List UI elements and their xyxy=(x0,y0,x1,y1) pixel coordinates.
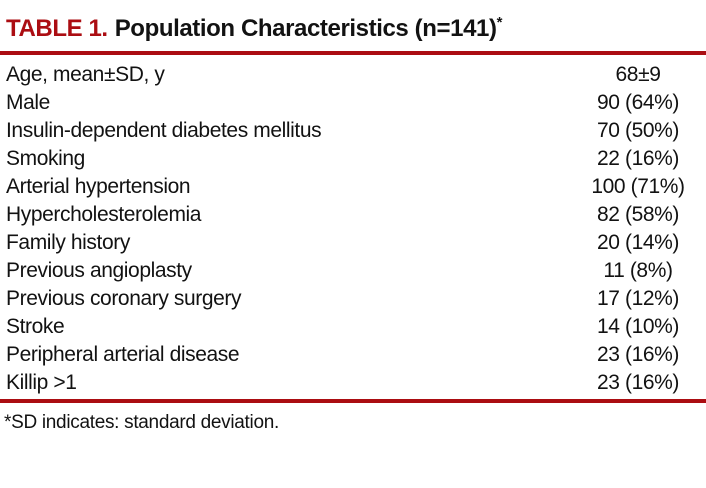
row-label: Smoking xyxy=(6,147,85,170)
table-row: Stroke 14 (10%) xyxy=(6,313,706,341)
row-label: Male xyxy=(6,91,50,114)
row-value: 20 (14%) xyxy=(596,231,679,254)
row-value: 70 (50%) xyxy=(596,119,679,142)
row-label: Previous coronary surgery xyxy=(6,287,242,310)
table-row: Hypercholesterolemia 82 (58%) xyxy=(6,201,706,229)
row-value: 90 (64%) xyxy=(596,91,679,114)
table-row: Killip >1 23 (16%) xyxy=(6,369,706,397)
row-value: 14 (10%) xyxy=(596,315,679,338)
row-value: 22 (16%) xyxy=(596,147,679,170)
table-title: TABLE 1. Population Characteristics (n=14… xyxy=(0,9,706,43)
bottom-rule xyxy=(0,399,706,403)
table-number-label: TABLE 1. xyxy=(6,15,108,42)
row-label: Insulin-dependent diabetes mellitus xyxy=(6,119,322,142)
row-label: Peripheral arterial disease xyxy=(6,343,240,366)
table-row: Arterial hypertension 100 (71%) xyxy=(6,173,706,201)
row-value: 11 (8%) xyxy=(603,259,673,282)
table-row: Peripheral arterial disease 23 (16%) xyxy=(6,341,706,369)
row-label: Arterial hypertension xyxy=(6,175,191,198)
top-rule xyxy=(0,51,706,55)
table-row: Insulin-dependent diabetes mellitus 70 (… xyxy=(6,117,706,145)
row-label: Stroke xyxy=(6,315,65,338)
row-value: 17 (12%) xyxy=(596,287,679,310)
row-value: 23 (16%) xyxy=(596,371,679,394)
table-footnote: *SD indicates: standard deviation. xyxy=(4,412,279,433)
row-value: 23 (16%) xyxy=(596,343,679,366)
table-row: Smoking 22 (16%) xyxy=(6,145,706,173)
table-row: Male 90 (64%) xyxy=(6,89,706,117)
row-label: Family history xyxy=(6,231,130,254)
table-row: Age, mean±SD, y 68±9 xyxy=(6,61,706,89)
row-value: 100 (71%) xyxy=(591,175,685,198)
table-row: Previous coronary surgery 17 (12%) xyxy=(6,285,706,313)
row-value: 68±9 xyxy=(615,63,661,86)
row-label: Killip >1 xyxy=(6,371,77,394)
table-row: Previous angioplasty 11 (8%) xyxy=(6,257,706,285)
table-body: Age, mean±SD, y 68±9 Male 90 (64%) Insul… xyxy=(0,61,706,397)
row-label: Hypercholesterolemia xyxy=(6,203,202,226)
table-row: Family history 20 (14%) xyxy=(6,229,706,257)
table-title-superscript: * xyxy=(496,14,503,31)
row-label: Age, mean±SD, y xyxy=(6,63,165,86)
row-value: 82 (58%) xyxy=(596,203,679,226)
row-label: Previous angioplasty xyxy=(6,259,192,282)
table-title-text: Population Characteristics (n=141) xyxy=(114,15,497,42)
